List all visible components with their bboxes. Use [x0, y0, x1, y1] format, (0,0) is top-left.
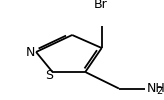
Text: NH: NH — [147, 82, 164, 95]
Text: N: N — [26, 46, 35, 58]
Text: S: S — [45, 69, 53, 82]
Text: Br: Br — [94, 0, 108, 10]
Text: 2: 2 — [157, 86, 163, 96]
